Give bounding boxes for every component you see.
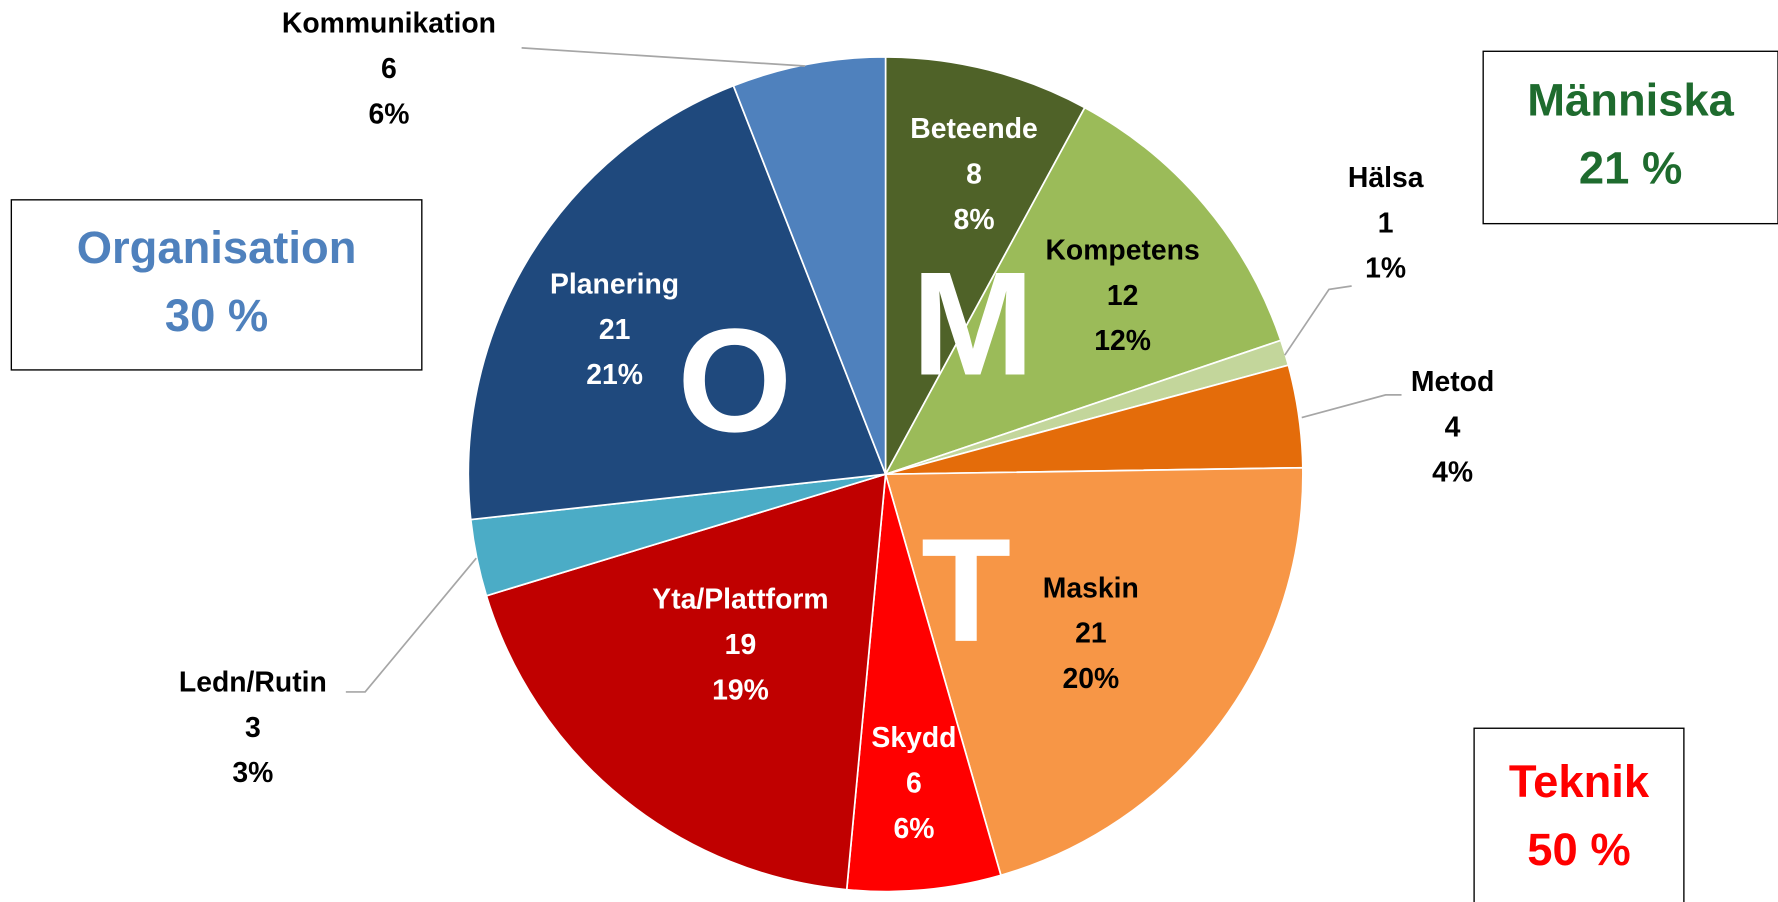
group-name: Människa [1527, 74, 1734, 125]
slice-value: 4 [1445, 411, 1461, 443]
group-share: 30 % [165, 290, 268, 341]
slice-value: 12 [1107, 280, 1139, 312]
slice-percent: 3% [232, 757, 273, 789]
group-letter: M [912, 242, 1035, 406]
group-name: Organisation [77, 222, 357, 273]
slice-percent: 4% [1432, 457, 1473, 489]
slice-percent: 21% [586, 359, 643, 391]
slice-value: 8 [966, 159, 982, 191]
slice-name: Beteende [910, 113, 1038, 145]
slice-value: 19 [725, 629, 757, 661]
slice-name: Maskin [1043, 572, 1139, 604]
leader-line [345, 557, 477, 693]
slice-percent: 6% [368, 98, 409, 130]
slice-name: Skydd [871, 722, 956, 754]
slice-percent: 12% [1094, 325, 1151, 357]
leader-line [1301, 394, 1402, 419]
slice-name: Kommunikation [282, 8, 496, 40]
slice-percent: 8% [954, 204, 995, 236]
group-name: Teknik [1509, 756, 1650, 807]
group-letter: O [677, 299, 792, 463]
slice-percent: 19% [712, 674, 769, 706]
slice-name: Kompetens [1045, 234, 1199, 266]
group-boxes: Organisation 30 % Människa 21 % Teknik 50 % [10, 50, 1778, 902]
slice-percent: 1% [1365, 253, 1406, 285]
slice-labels: Beteende 8 8% Kompetens 12 12% Hälsa 1 1% Metod 4 4… [179, 8, 1494, 845]
pie-slice [845, 474, 1002, 893]
slice-name: Planering [550, 268, 679, 300]
slice-value: 21 [1075, 618, 1107, 650]
pie-slice [732, 56, 887, 475]
slice-percent: 6% [893, 813, 934, 845]
pie-slice [467, 84, 887, 521]
group-share: 50 % [1527, 824, 1630, 875]
leader-line [521, 47, 806, 67]
slice-name: Metod [1411, 366, 1494, 398]
slice-value: 21 [599, 314, 631, 346]
slice-name: Yta/Plattform [652, 584, 828, 616]
pie-slice [884, 466, 1304, 877]
pie-slice [883, 106, 1282, 476]
slice-name: Hälsa [1348, 162, 1424, 194]
group-box [1473, 727, 1685, 902]
slice-percent: 20% [1062, 663, 1119, 695]
slice-value: 6 [906, 767, 922, 799]
slice-name: Ledn/Rutin [179, 667, 327, 699]
group-box [1482, 50, 1778, 225]
slice-value: 3 [245, 712, 261, 744]
group-share: 21 % [1579, 142, 1682, 193]
group-letter: T [921, 509, 1011, 673]
pie-slice [884, 56, 1086, 475]
pie-slice [485, 473, 887, 891]
leader-line [1284, 285, 1352, 356]
group-box [10, 199, 423, 371]
slice-value: 6 [381, 53, 397, 85]
slice-value: 1 [1378, 207, 1394, 239]
pie [467, 56, 1304, 893]
